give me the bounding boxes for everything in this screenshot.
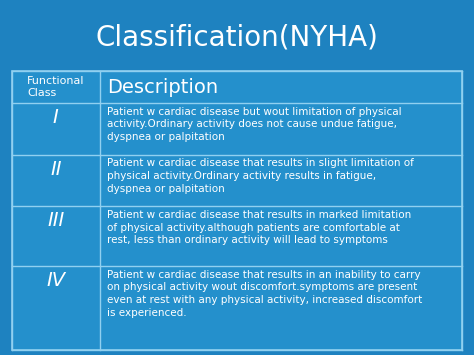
Text: Description: Description [107, 77, 218, 97]
Text: Classification(NYHA): Classification(NYHA) [96, 23, 378, 51]
Text: Patient w cardiac disease but wout limitation of physical
activity.Ordinary acti: Patient w cardiac disease but wout limit… [107, 106, 401, 142]
Bar [12, 71, 462, 350]
Text: IV: IV [46, 271, 65, 290]
Text: Patient w cardiac disease that results in marked limitation
of physical activity: Patient w cardiac disease that results i… [107, 210, 411, 245]
Text: III: III [47, 212, 64, 230]
Text: Functional
Class: Functional Class [27, 76, 84, 98]
Text: Patient w cardiac disease that results in slight limitation of
physical activity: Patient w cardiac disease that results i… [107, 158, 414, 194]
Text: I: I [53, 108, 59, 127]
Text: Patient w cardiac disease that results in an inability to carry
on physical acti: Patient w cardiac disease that results i… [107, 270, 422, 318]
Text: II: II [50, 160, 62, 179]
